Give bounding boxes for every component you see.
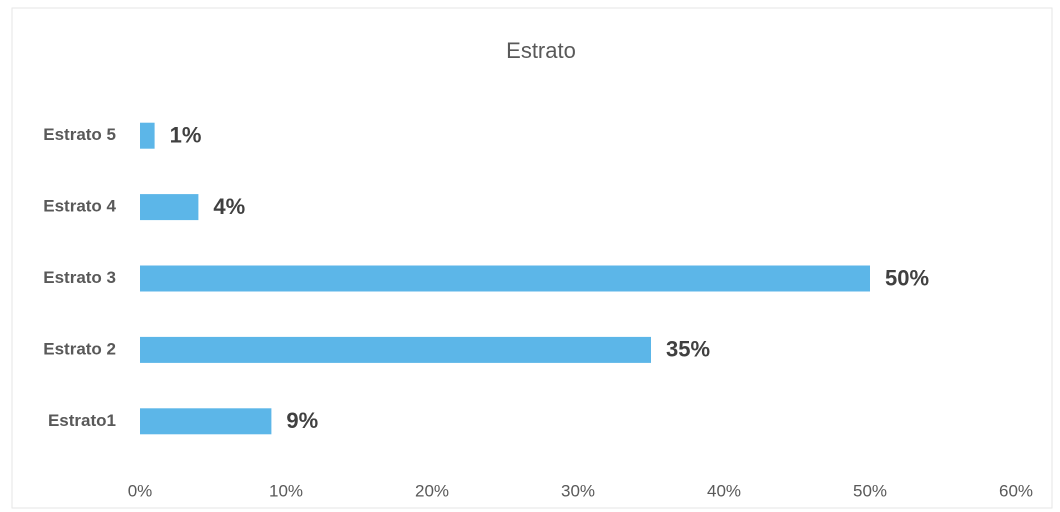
y-tick-label: Estrato1 [48, 411, 116, 430]
bar [140, 336, 651, 363]
bar [140, 265, 870, 292]
value-label: 50% [885, 265, 929, 290]
y-tick-label: Estrato 2 [43, 339, 116, 358]
value-label: 1% [170, 123, 202, 148]
y-tick-label: Estrato 4 [43, 197, 116, 216]
value-label: 9% [286, 408, 318, 433]
chart-title: Estrato [506, 38, 576, 63]
bar [140, 408, 272, 435]
x-tick-label: 0% [128, 481, 153, 500]
bar [140, 122, 155, 149]
x-tick-label: 60% [999, 481, 1033, 500]
value-label: 35% [666, 337, 710, 362]
x-tick-label: 50% [853, 481, 887, 500]
x-tick-label: 20% [415, 481, 449, 500]
x-tick-label: 10% [269, 481, 303, 500]
bar [140, 194, 199, 221]
value-label: 4% [213, 194, 245, 219]
x-tick-label: 30% [561, 481, 595, 500]
x-tick-label: 40% [707, 481, 741, 500]
y-tick-label: Estrato 5 [43, 125, 116, 144]
y-tick-label: Estrato 3 [43, 268, 116, 287]
